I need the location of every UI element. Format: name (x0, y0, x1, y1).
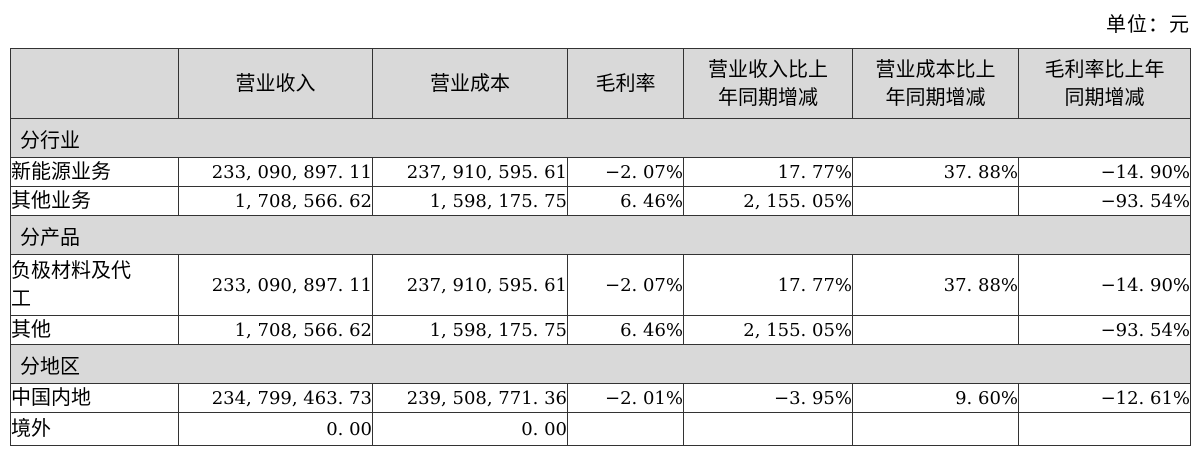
row-mainland-china: 中国内地 234, 799, 463. 73 239, 508, 771. 36… (10, 383, 1191, 413)
cost-cell: 237, 910, 595. 61 (372, 157, 568, 187)
revenue-yoy-cell: 2, 155. 05% (683, 186, 853, 216)
gross-margin-cell: −2. 07% (567, 157, 684, 187)
section-label-by-industry: 分行业 (10, 118, 1191, 158)
revenue-cell: 234, 799, 463. 73 (178, 383, 373, 413)
cost-yoy-cell (852, 412, 1019, 446)
margin-yoy-cell: −93. 54% (1018, 315, 1191, 345)
section-row-by-product: 分产品 (10, 215, 1191, 255)
cost-cell: 239, 508, 771. 36 (372, 383, 568, 413)
gross-margin-cell: −2. 01% (567, 383, 684, 413)
revenue-cell: 233, 090, 897. 11 (178, 254, 373, 316)
col-header-blank (10, 48, 179, 119)
table-header-row: 营业收入 营业成本 毛利率 营业收入比上 年同期增减 营业成本比上 年同期增减 … (10, 48, 1191, 119)
margin-yoy-cell: −12. 61% (1018, 383, 1191, 413)
row-new-energy: 新能源业务 233, 090, 897. 11 237, 910, 595. 6… (10, 157, 1191, 187)
cost-yoy-cell: 9. 60% (852, 383, 1019, 413)
revenue-cell: 1, 708, 566. 62 (178, 186, 373, 216)
cost-yoy-cell: 37. 88% (852, 254, 1019, 316)
col-header-revenue-yoy: 营业收入比上 年同期增减 (683, 48, 853, 119)
col-header-revenue: 营业收入 (178, 48, 373, 119)
revenue-yoy-cell: 2, 155. 05% (683, 315, 853, 345)
revenue-cell: 233, 090, 897. 11 (178, 157, 373, 187)
section-label-by-region: 分地区 (10, 344, 1191, 384)
revenue-yoy-cell: 17. 77% (683, 254, 853, 316)
gross-margin-cell: 6. 46% (567, 315, 684, 345)
row-other-products: 其他 1, 708, 566. 62 1, 598, 175. 75 6. 46… (10, 315, 1191, 345)
margin-yoy-cell: −14. 90% (1018, 157, 1191, 187)
gross-margin-cell (567, 412, 684, 446)
row-anode-materials: 负极材料及代 工 233, 090, 897. 11 237, 910, 595… (10, 254, 1191, 316)
section-label-by-product: 分产品 (10, 215, 1191, 255)
col-header-cost: 营业成本 (372, 48, 568, 119)
row-label-cell: 境外 (10, 412, 179, 446)
row-other-business: 其他业务 1, 708, 566. 62 1, 598, 175. 75 6. … (10, 186, 1191, 216)
revenue-yoy-cell: −3. 95% (683, 383, 853, 413)
margin-yoy-cell: −14. 90% (1018, 254, 1191, 316)
row-label-cell: 中国内地 (10, 383, 179, 413)
section-row-by-industry: 分行业 (10, 118, 1191, 158)
gross-margin-cell: −2. 07% (567, 254, 684, 316)
row-label-cell: 其他 (10, 315, 179, 345)
revenue-cell: 1, 708, 566. 62 (178, 315, 373, 345)
col-header-cost-yoy: 营业成本比上 年同期增减 (852, 48, 1019, 119)
row-label-cell: 其他业务 (10, 186, 179, 216)
revenue-yoy-cell (683, 412, 853, 446)
cost-yoy-cell: 37. 88% (852, 157, 1019, 187)
col-header-margin-yoy: 毛利率比上年 同期增减 (1018, 48, 1191, 119)
row-overseas: 境外 0. 00 0. 00 (10, 412, 1191, 446)
revenue-cell: 0. 00 (178, 412, 373, 446)
cost-cell: 1, 598, 175. 75 (372, 186, 568, 216)
margin-yoy-cell (1018, 412, 1191, 446)
cost-cell: 1, 598, 175. 75 (372, 315, 568, 345)
col-header-gross-margin: 毛利率 (567, 48, 684, 119)
segment-breakdown-table: 营业收入 营业成本 毛利率 营业收入比上 年同期增减 营业成本比上 年同期增减 … (10, 48, 1191, 446)
cost-cell: 237, 910, 595. 61 (372, 254, 568, 316)
gross-margin-cell: 6. 46% (567, 186, 684, 216)
row-label-cell: 新能源业务 (10, 157, 179, 187)
margin-yoy-cell: −93. 54% (1018, 186, 1191, 216)
unit-label: 单位：元 (1106, 14, 1190, 36)
section-row-by-region: 分地区 (10, 344, 1191, 384)
row-label-cell: 负极材料及代 工 (10, 254, 179, 316)
revenue-yoy-cell: 17. 77% (683, 157, 853, 187)
cost-cell: 0. 00 (372, 412, 568, 446)
cost-yoy-cell (852, 186, 1019, 216)
cost-yoy-cell (852, 315, 1019, 345)
